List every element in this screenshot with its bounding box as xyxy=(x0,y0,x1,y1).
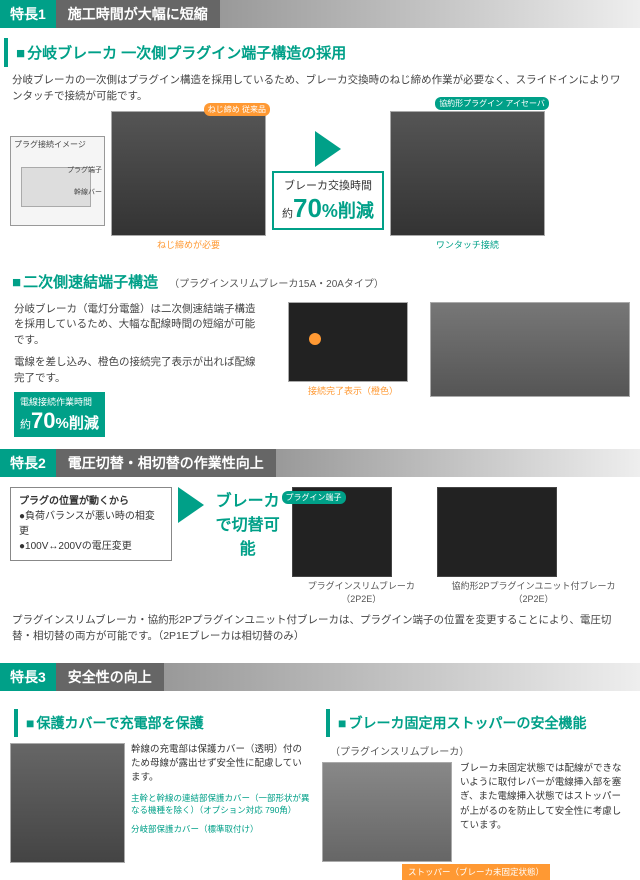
feature2-arrow-text: ブレーカで切替可能 xyxy=(210,487,286,559)
wiring-panel xyxy=(430,302,630,397)
panel-after xyxy=(390,111,545,236)
sec1-diagrams: プラグ接続イメージ プラグ端子 幹線バー ねじ締め 従来品 ねじ締めが必要 ブレ… xyxy=(0,111,640,259)
feature1-tag: 特長1 xyxy=(0,0,56,28)
feature3-tag: 特長3 xyxy=(0,663,56,691)
feature2-note: プラグの位置が動くから ●負荷バランスが悪い時の相変更 ●100V↔200Vの電… xyxy=(10,487,172,561)
feature2-row: プラグの位置が動くから ●負荷バランスが悪い時の相変更 ●100V↔200Vの電… xyxy=(0,487,640,613)
feature2-tag: 特長2 xyxy=(0,449,56,477)
feature3-title: 安全性の向上 xyxy=(56,663,164,691)
stopper-tag: ストッパー（ブレーカ未固定状態） xyxy=(402,864,550,880)
wiring-highlight: 電線接続作業時間 約70%削減 xyxy=(14,392,105,437)
arrow-icon xyxy=(178,487,204,523)
feature2-header: 特長2 電圧切替・相切替の作業性向上 xyxy=(0,449,640,477)
f3-left-title: 保護カバーで充電部を保護 xyxy=(14,709,310,737)
panel-before xyxy=(111,111,266,236)
before-tag: ねじ締め 従来品 xyxy=(204,103,270,116)
sec2-title: 二次側速結端子構造 xyxy=(12,267,166,296)
stopper-img xyxy=(322,762,452,862)
sec2-row: 分岐ブレーカ（電灯分電盤）は二次側速結端子構造を採用しているため、大幅な配線時間… xyxy=(0,302,640,438)
terminal-closeup xyxy=(288,302,408,382)
arrow-icon xyxy=(315,131,341,167)
feature3-cols: 保護カバーで充電部を保護 幹線の充電部は保護カバー（透明）付のため母線が露出せず… xyxy=(0,701,640,880)
cover-img xyxy=(10,743,125,863)
f3-right-title: ブレーカ固定用ストッパーの安全機能 xyxy=(326,709,630,737)
feature2-body: プラグインスリムブレーカ・協約形2Pプラグインユニット付ブレーカは、プラグイン端… xyxy=(0,613,640,651)
plug-diagram: プラグ接続イメージ プラグ端子 幹線バー xyxy=(10,136,105,226)
after-tag: 協約形プラグイン アイセーバ xyxy=(435,97,549,110)
sec1-title: 分岐ブレーカ 一次側プラグイン端子構造の採用 xyxy=(4,38,640,67)
feature2-title: 電圧切替・相切替の作業性向上 xyxy=(56,449,276,477)
feature1-header: 特長1 施工時間が大幅に短縮 xyxy=(0,0,640,28)
reduction-callout: ブレーカ交換時間 約70%削減 xyxy=(272,171,384,230)
feature1-title: 施工時間が大幅に短縮 xyxy=(56,0,220,28)
feature3-header: 特長3 安全性の向上 xyxy=(0,663,640,691)
breaker-img2 xyxy=(437,487,557,577)
